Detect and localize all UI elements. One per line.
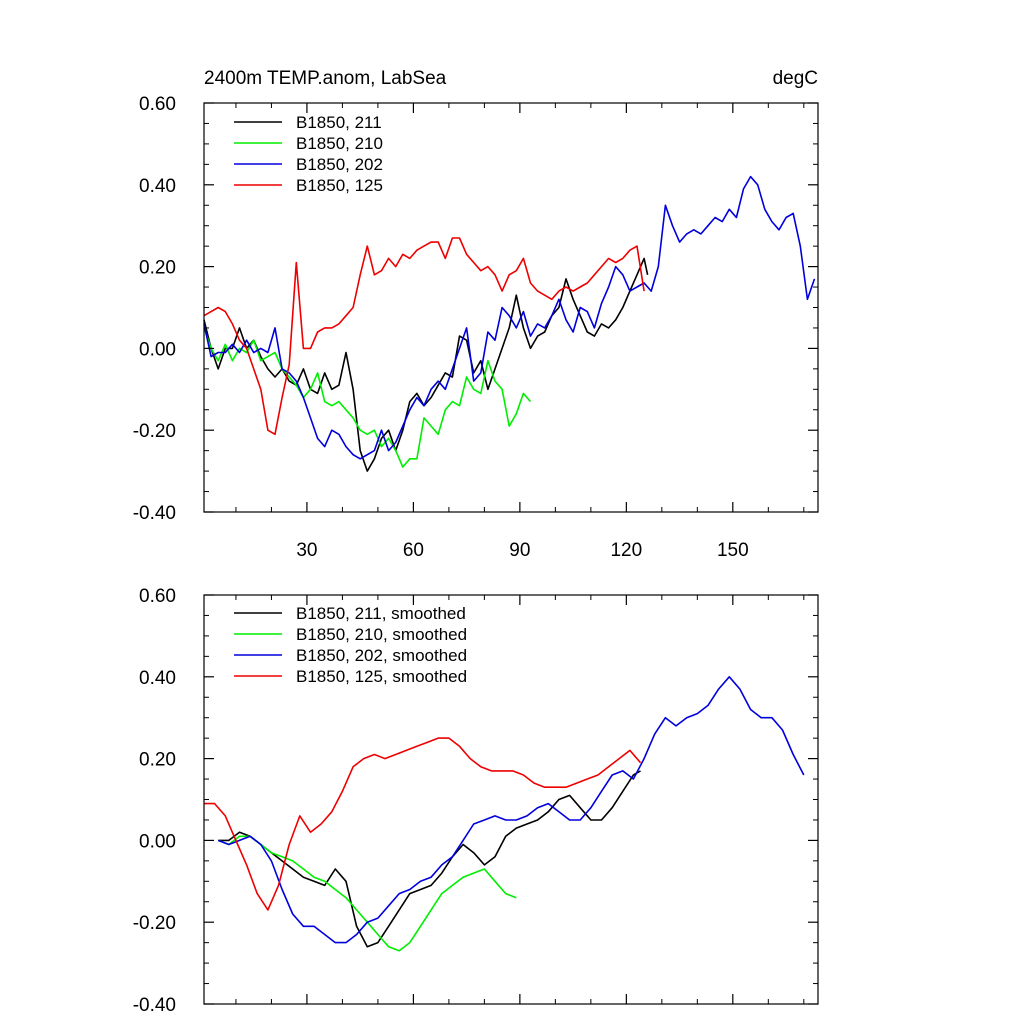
legend-label-0: B1850, 211, smoothed (296, 604, 466, 623)
top-chart-units: degC (773, 68, 818, 89)
y-tick-label: -0.40 (133, 995, 176, 1016)
x-tick-label: 150 (717, 540, 749, 561)
series-line-bottom-0 (218, 770, 641, 948)
legend-label-3: B1850, 125 (296, 176, 383, 195)
legend-label-3: B1850, 125, smoothed (296, 667, 467, 686)
y-tick-label: 0.20 (139, 258, 176, 279)
bottom-chart-panel: B1850, 211, smoothed B1850, 210, smoothed… (133, 586, 819, 1016)
legend-label-2: B1850, 202, smoothed (296, 646, 467, 665)
bottom-series-layer (204, 675, 805, 952)
x-tick-label: 90 (509, 540, 530, 561)
y-tick-label: 0.60 (139, 94, 176, 115)
y-tick-label: 0.20 (139, 750, 176, 771)
top-chart-title: 2400m TEMP.anom, LabSea (204, 68, 447, 89)
series-line-bottom-2 (217, 675, 805, 944)
y-tick-label: 0.60 (139, 586, 176, 607)
y-tick-label: 0.40 (139, 668, 176, 689)
y-tick-label: -0.40 (133, 503, 176, 524)
bottom-axes: -0.40 -0.20 0.00 0.20 0.40 0.60 (133, 586, 819, 1016)
y-tick-label: 0.40 (139, 176, 176, 197)
bottom-legend: B1850, 211, smoothed B1850, 210, smoothed… (234, 604, 467, 686)
top-chart-panel: 2400m TEMP.anom, LabSea degC B1850, 211B… (133, 68, 819, 561)
series-line-bottom-3 (204, 737, 642, 911)
y-tick-label: -0.20 (133, 421, 176, 442)
y-tick-label: -0.20 (133, 913, 176, 934)
x-tick-label: 30 (296, 540, 317, 561)
x-tick-label: 120 (610, 540, 642, 561)
top-axes: -0.40 -0.20 0.00 0.20 0.40 0.60 30 60 90 120 150 (133, 94, 819, 561)
y-tick-label: 0.00 (139, 339, 176, 360)
legend-label-2: B1850, 202 (296, 155, 383, 174)
series-line-top-2 (203, 175, 816, 460)
top-legend: B1850, 211 B1850, 210 B1850, 202 B1850, 125 (234, 113, 383, 195)
series-line-top-3 (203, 237, 645, 436)
series-line-top-0 (203, 257, 649, 472)
legend-label-1: B1850, 210, smoothed (296, 625, 467, 644)
y-tick-label: 0.00 (139, 831, 176, 852)
legend-label-0: B1850, 211 (296, 113, 382, 132)
series-line-top-1 (203, 327, 532, 468)
series-line-bottom-1 (217, 835, 517, 952)
x-tick-label: 60 (403, 540, 424, 561)
legend-label-1: B1850, 210 (296, 134, 383, 153)
top-series-layer (203, 175, 816, 472)
